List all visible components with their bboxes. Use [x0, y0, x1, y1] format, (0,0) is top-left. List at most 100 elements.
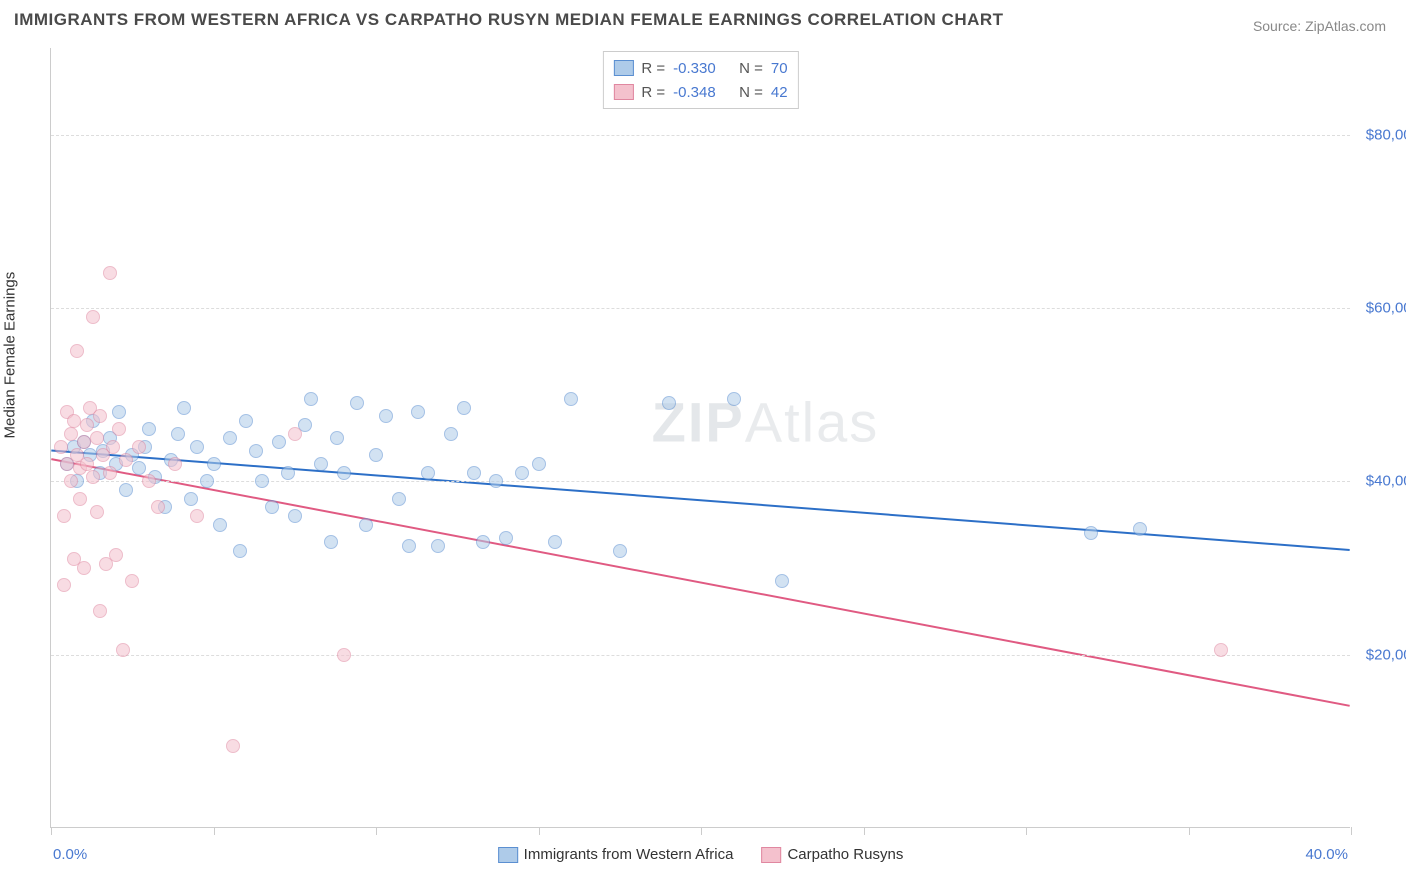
data-point — [77, 435, 91, 449]
data-point — [125, 574, 139, 588]
data-point — [109, 548, 123, 562]
n-value: 42 — [771, 84, 788, 101]
source-label: Source: ZipAtlas.com — [1253, 18, 1386, 34]
data-point — [119, 483, 133, 497]
data-point — [265, 500, 279, 514]
r-value: -0.330 — [673, 60, 731, 77]
data-point — [70, 344, 84, 358]
y-tick-label: $60,000 — [1358, 300, 1406, 317]
data-point — [272, 435, 286, 449]
data-point — [207, 457, 221, 471]
data-point — [142, 474, 156, 488]
legend-swatch — [613, 60, 633, 76]
data-point — [314, 457, 328, 471]
gridline — [51, 655, 1350, 656]
data-point — [57, 509, 71, 523]
x-tick — [214, 827, 215, 835]
x-tick-label: 40.0% — [1305, 846, 1348, 863]
data-point — [337, 648, 351, 662]
data-point — [411, 405, 425, 419]
data-point — [112, 405, 126, 419]
legend-swatch — [613, 84, 633, 100]
y-tick-label: $80,000 — [1358, 126, 1406, 143]
data-point — [200, 474, 214, 488]
data-point — [184, 492, 198, 506]
x-tick — [376, 827, 377, 835]
data-point — [168, 457, 182, 471]
chart-title: IMMIGRANTS FROM WESTERN AFRICA VS CARPAT… — [14, 10, 1004, 30]
data-point — [80, 418, 94, 432]
data-point — [116, 643, 130, 657]
x-tick — [701, 827, 702, 835]
x-tick — [539, 827, 540, 835]
r-label: R = — [641, 84, 665, 101]
data-point — [112, 422, 126, 436]
data-point — [775, 574, 789, 588]
data-point — [288, 509, 302, 523]
data-point — [499, 531, 513, 545]
data-point — [54, 440, 68, 454]
legend-row: R =-0.330N =70 — [613, 56, 787, 80]
data-point — [103, 466, 117, 480]
data-point — [190, 509, 204, 523]
data-point — [64, 427, 78, 441]
data-point — [86, 310, 100, 324]
legend-row: R =-0.348N =42 — [613, 80, 787, 104]
data-point — [515, 466, 529, 480]
data-point — [57, 578, 71, 592]
n-value: 70 — [771, 60, 788, 77]
data-point — [379, 409, 393, 423]
x-tick — [1189, 827, 1190, 835]
data-point — [255, 474, 269, 488]
legend-swatch — [498, 847, 518, 863]
x-tick — [864, 827, 865, 835]
data-point — [67, 414, 81, 428]
data-point — [359, 518, 373, 532]
data-point — [239, 414, 253, 428]
data-point — [90, 431, 104, 445]
data-point — [177, 401, 191, 415]
x-tick-label: 0.0% — [53, 846, 87, 863]
n-label: N = — [739, 84, 763, 101]
data-point — [431, 539, 445, 553]
trend-lines — [51, 48, 1350, 827]
gridline — [51, 135, 1350, 136]
data-point — [392, 492, 406, 506]
legend-swatch — [761, 847, 781, 863]
data-point — [249, 444, 263, 458]
series-legend: Immigrants from Western Africa Carpatho R… — [498, 846, 904, 863]
legend-series-item: Carpatho Rusyns — [761, 846, 903, 863]
data-point — [106, 440, 120, 454]
data-point — [90, 505, 104, 519]
x-tick — [1026, 827, 1027, 835]
x-tick — [51, 827, 52, 835]
legend-series-label: Immigrants from Western Africa — [524, 846, 734, 863]
data-point — [288, 427, 302, 441]
plot-area: ZIPAtlas R =-0.330N =70R =-0.348N =42 Im… — [50, 48, 1350, 828]
data-point — [213, 518, 227, 532]
data-point — [190, 440, 204, 454]
y-tick-label: $20,000 — [1358, 646, 1406, 663]
data-point — [77, 561, 91, 575]
data-point — [1214, 643, 1228, 657]
data-point — [281, 466, 295, 480]
data-point — [132, 461, 146, 475]
watermark: ZIPAtlas — [652, 389, 880, 454]
data-point — [548, 535, 562, 549]
data-point — [662, 396, 676, 410]
gridline — [51, 481, 1350, 482]
gridline — [51, 308, 1350, 309]
data-point — [73, 492, 87, 506]
data-point — [80, 457, 94, 471]
data-point — [226, 739, 240, 753]
watermark-light: Atlas — [745, 390, 880, 453]
r-label: R = — [641, 60, 665, 77]
data-point — [304, 392, 318, 406]
trend-line — [51, 459, 1349, 706]
data-point — [93, 409, 107, 423]
data-point — [223, 431, 237, 445]
data-point — [402, 539, 416, 553]
data-point — [467, 466, 481, 480]
data-point — [64, 474, 78, 488]
data-point — [613, 544, 627, 558]
